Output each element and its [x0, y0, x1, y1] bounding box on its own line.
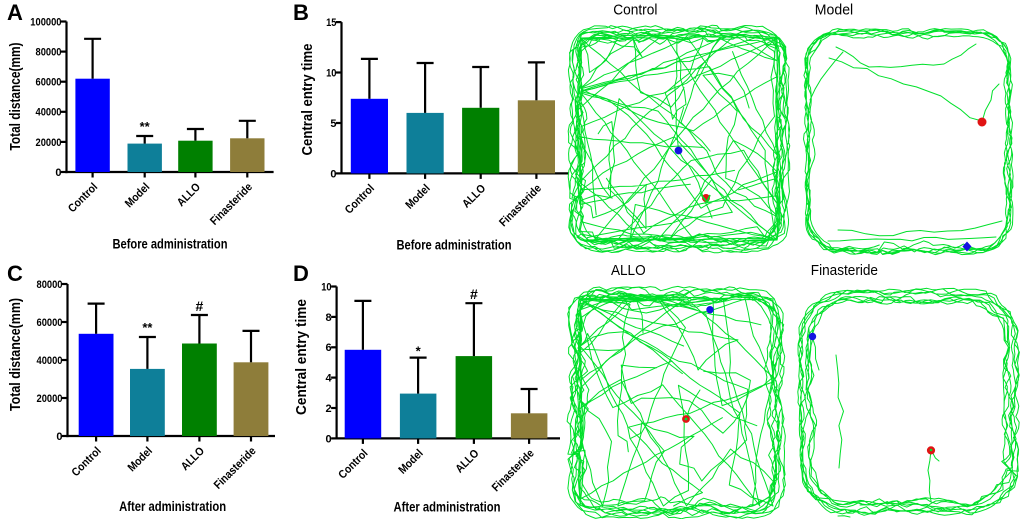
svg-text:**: **: [140, 119, 151, 134]
svg-text:Model: Model: [126, 445, 155, 474]
svg-text:60000: 60000: [36, 77, 62, 89]
svg-text:Model: Model: [404, 183, 433, 212]
svg-text:Before administration: Before administration: [397, 237, 512, 252]
svg-text:**: **: [142, 320, 153, 335]
svg-text:After administration: After administration: [394, 500, 501, 515]
svg-text:A: A: [7, 0, 23, 25]
svg-text:80000: 80000: [37, 279, 63, 291]
svg-text:Model: Model: [815, 3, 853, 19]
svg-text:C: C: [7, 261, 23, 286]
svg-text:Control: Control: [337, 448, 371, 482]
svg-text:Control: Control: [66, 181, 100, 215]
svg-text:ALLO: ALLO: [454, 448, 482, 476]
svg-text:4: 4: [325, 373, 332, 385]
svg-text:Before administration: Before administration: [113, 236, 228, 251]
svg-text:D: D: [293, 261, 309, 286]
svg-text:ALLO: ALLO: [175, 181, 203, 209]
svg-text:10: 10: [321, 281, 331, 293]
svg-text:0: 0: [325, 433, 331, 445]
svg-text:#: #: [196, 298, 204, 314]
svg-text:Finasteride: Finasteride: [212, 445, 259, 492]
svg-text:Finasteride: Finasteride: [208, 181, 255, 228]
svg-text:Central entry time: Central entry time: [294, 299, 310, 415]
svg-text:40000: 40000: [36, 107, 62, 119]
svg-text:After administration: After administration: [119, 499, 226, 514]
svg-text:80000: 80000: [36, 47, 62, 59]
svg-text:Central entry time: Central entry time: [300, 44, 316, 156]
svg-text:Control: Control: [613, 3, 657, 19]
svg-text:6: 6: [325, 342, 331, 354]
svg-text:Finasteride: Finasteride: [811, 263, 878, 279]
svg-text:Finasteride: Finasteride: [497, 183, 544, 230]
svg-text:10: 10: [326, 67, 336, 79]
svg-text:0: 0: [55, 167, 61, 179]
svg-text:Total distance(mm): Total distance(mm): [8, 298, 24, 411]
svg-text:60000: 60000: [37, 317, 63, 329]
svg-text:Control: Control: [343, 183, 377, 217]
svg-text:8: 8: [325, 312, 331, 324]
svg-text:Total distance(mm): Total distance(mm): [8, 42, 24, 150]
svg-text:Model: Model: [123, 181, 152, 210]
svg-text:15: 15: [326, 17, 336, 29]
svg-text:2: 2: [325, 403, 331, 415]
svg-text:0: 0: [330, 168, 336, 180]
svg-text:5: 5: [330, 118, 336, 130]
svg-text:20000: 20000: [37, 393, 63, 405]
svg-text:*: *: [416, 344, 422, 359]
svg-text:ALLO: ALLO: [611, 263, 646, 279]
svg-text:20000: 20000: [36, 137, 62, 149]
svg-text:100000: 100000: [30, 16, 61, 28]
svg-text:0: 0: [56, 431, 62, 443]
svg-text:Control: Control: [70, 445, 104, 479]
svg-text:#: #: [470, 286, 478, 302]
svg-text:Finasteride: Finasteride: [490, 448, 537, 495]
svg-text:ALLO: ALLO: [179, 445, 207, 473]
svg-text:B: B: [293, 0, 309, 25]
svg-text:Model: Model: [397, 448, 426, 477]
svg-text:ALLO: ALLO: [460, 183, 488, 211]
svg-text:40000: 40000: [37, 355, 63, 367]
